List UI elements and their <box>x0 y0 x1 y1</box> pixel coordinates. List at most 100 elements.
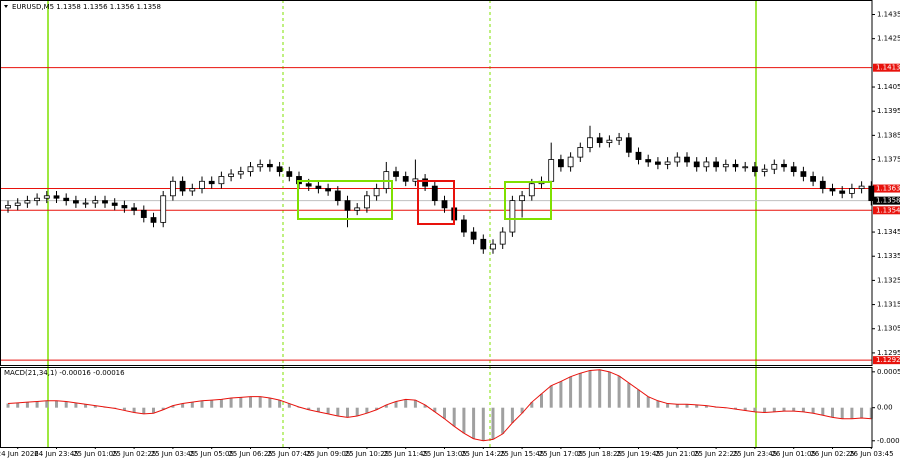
candle-body <box>567 156 574 168</box>
macd-bar <box>656 400 660 408</box>
y-tick-label: 1.1305 <box>877 325 900 333</box>
x-tick-label: 25 Jun 03:45 <box>151 450 195 458</box>
candle-body <box>14 202 21 206</box>
candle-body <box>218 176 225 185</box>
candle-body <box>53 195 60 199</box>
candle-body <box>160 195 167 223</box>
y-tick-label: 1.1425 <box>877 35 900 43</box>
macd-bar <box>685 404 689 408</box>
x-tick-label: 25 Jun 22:25 <box>694 450 738 458</box>
x-tick-label: 25 Jun 11:45 <box>383 450 427 458</box>
macd-bar <box>617 375 621 408</box>
marks: 1.1435 1.1425 1.1405 1.1395 1.1385 1.1375 1.13… <box>0 11 900 458</box>
chart-title: EURUSD,M5 1.1358 1.1356 1.1356 1.1358 <box>12 3 161 11</box>
price-frame <box>0 0 873 366</box>
x-tick-label: 24 Jun 23:45 <box>34 450 78 458</box>
macd-bar <box>578 373 582 408</box>
level-label: 1.1354 <box>876 206 900 214</box>
level-tag <box>873 356 900 365</box>
x-tick-label: 25 Jun 14:25 <box>461 450 505 458</box>
macd-bar <box>627 382 631 408</box>
candle-body <box>829 188 836 192</box>
candle-body <box>24 200 31 204</box>
candle-body <box>577 147 584 158</box>
candle-body <box>810 176 816 182</box>
candle-body <box>373 188 380 197</box>
macd-bar <box>743 407 747 411</box>
candle-body <box>664 161 671 165</box>
candle-body <box>499 231 506 245</box>
candle-body <box>179 180 186 192</box>
x-tick-label: 25 Jun 18:25 <box>577 450 621 458</box>
x-tick-label: 25 Jun 02:25 <box>112 450 156 458</box>
x-tick-label: 25 Jun 19:45 <box>616 450 660 458</box>
x-tick-label: 26 Jun 02:25 <box>810 450 854 458</box>
macd-bar <box>811 407 815 414</box>
macd-bar <box>695 404 699 408</box>
y-tick-label: 0.00 <box>877 404 893 412</box>
macd-bar <box>472 407 476 439</box>
macd-bar <box>452 407 456 427</box>
macd-bar <box>850 407 854 419</box>
macd-bar <box>45 400 49 408</box>
macd-bar <box>64 401 68 408</box>
candle-body <box>199 180 205 189</box>
macd-bar <box>569 376 573 408</box>
candle-body <box>839 190 846 194</box>
candle-body <box>5 205 11 209</box>
x-tick-label: 25 Jun 13:05 <box>422 450 466 458</box>
macd-bar <box>16 402 20 408</box>
buy-zone <box>297 180 393 220</box>
candle-body <box>742 166 749 169</box>
macd-bar <box>413 400 417 408</box>
macd-bar <box>704 405 708 408</box>
candle-body <box>431 185 438 202</box>
candle-body <box>363 195 370 209</box>
macd-bar <box>25 402 29 408</box>
last-price-label: 1.1358 <box>876 197 900 205</box>
candle-body <box>655 161 661 165</box>
macd-bar <box>287 403 291 408</box>
candle-body <box>558 159 564 168</box>
candle-body <box>674 156 681 163</box>
x-tick-label: 25 Jun 21:05 <box>655 450 699 458</box>
macd-bar <box>55 400 58 408</box>
candle-body <box>625 137 632 153</box>
level-tag <box>873 63 900 72</box>
title-arrow <box>4 5 8 8</box>
level-label: 1.1413 <box>876 64 900 72</box>
candle-body <box>868 185 875 202</box>
macd-bar <box>520 407 524 414</box>
candle-body <box>858 185 865 189</box>
macd-bar <box>675 404 679 408</box>
y-tick-label: 1.1405 <box>877 83 900 91</box>
candle-body <box>800 171 807 177</box>
candle-body <box>606 139 613 144</box>
candle-body <box>528 183 535 197</box>
macd-bar <box>821 407 825 416</box>
candle-body <box>422 178 429 187</box>
macd-bar <box>559 381 563 408</box>
x-tick-label: 25 Jun 07:45 <box>267 450 311 458</box>
candle-body <box>63 197 70 202</box>
macd-bar <box>792 407 796 412</box>
candle-body <box>587 137 593 148</box>
candle-body <box>92 200 99 204</box>
candle-body <box>237 171 244 175</box>
macd-bar <box>549 385 553 408</box>
macd-bar <box>530 402 534 408</box>
candle-body <box>480 238 487 250</box>
macd-bar <box>607 371 611 408</box>
candle-body <box>490 243 496 250</box>
x-tick-label: 26 Jun 01:05 <box>771 450 815 458</box>
zones <box>297 180 552 225</box>
candle-body <box>131 207 138 211</box>
candle-body <box>645 159 652 163</box>
macd-bar <box>249 396 252 408</box>
x-tick-label: 25 Jun 10:25 <box>345 450 389 458</box>
macd-bar <box>355 407 359 416</box>
macd-bar <box>171 405 175 408</box>
y-tick-label: 1.1325 <box>877 276 900 284</box>
macd-bar <box>394 401 398 408</box>
candle-body <box>596 137 603 144</box>
